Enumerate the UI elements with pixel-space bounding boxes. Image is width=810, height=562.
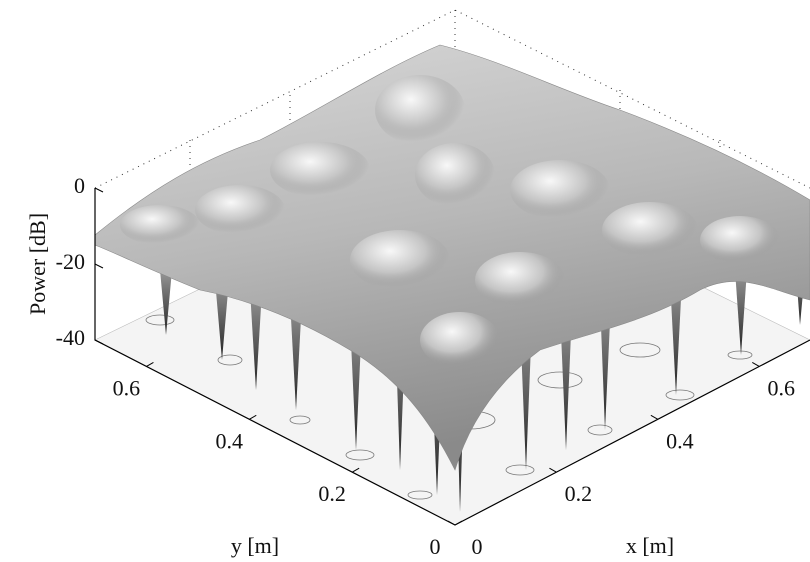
z-tick	[94, 187, 104, 193]
y-tick	[351, 467, 360, 473]
z-tick	[94, 263, 104, 269]
y-tick-label: 0.6	[113, 375, 141, 400]
surface	[94, 44, 810, 512]
y-tick	[249, 414, 257, 420]
y-tick-label: 0	[430, 534, 441, 559]
x-axis-label: x [m]	[626, 533, 674, 558]
z-tick-label: -20	[56, 249, 85, 274]
x-tick	[650, 414, 659, 420]
y-axis-label: y [m]	[231, 533, 279, 558]
x-tick-label: 0.4	[666, 428, 694, 453]
z-tick-label: -40	[56, 325, 85, 350]
x-tick-label: 0.2	[565, 481, 593, 506]
y-tick-label: 0.4	[216, 428, 244, 453]
z-axis-label: Power [dB]	[25, 213, 50, 315]
y-tick-label: 0.2	[318, 481, 346, 506]
x-tick-label: 0.6	[768, 375, 796, 400]
x-tick	[752, 361, 760, 367]
y-tick	[454, 520, 463, 526]
y-tick	[146, 361, 154, 367]
x-tick	[549, 467, 557, 473]
z-tick	[94, 339, 104, 345]
z-tick-label: 0	[74, 173, 85, 198]
x-tick	[447, 520, 456, 526]
x-tick-label: 0	[472, 534, 483, 559]
